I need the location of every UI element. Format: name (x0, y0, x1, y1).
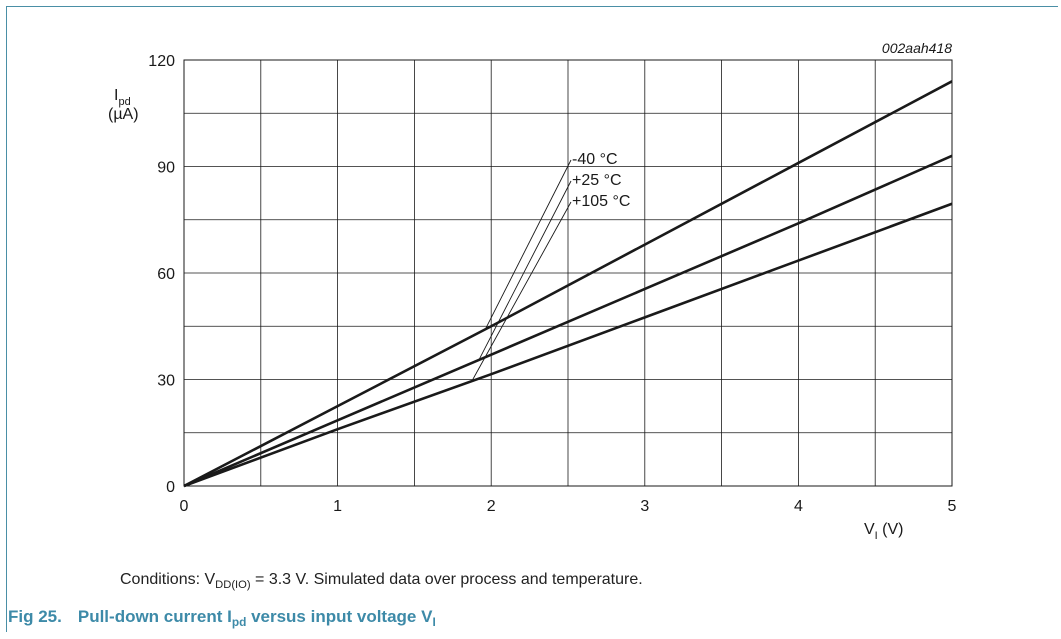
figure-caption: Fig 25. Pull-down current Ipd versus inpu… (8, 607, 436, 627)
x-tick-label: 0 (180, 498, 189, 515)
y-axis-unit: (µA) (108, 106, 139, 123)
y-tick-label: 30 (157, 373, 175, 390)
conditions-note: Conditions: VDD(IO) = 3.3 V. Simulated d… (120, 571, 643, 589)
x-tick-label: 1 (333, 498, 342, 515)
x-tick-label: 4 (794, 498, 803, 515)
series-label: +25 °C (572, 172, 622, 189)
y-tick-label: 120 (148, 53, 175, 70)
callout-leader (479, 181, 571, 360)
x-tick-label: 2 (487, 498, 496, 515)
y-tick-label: 0 (166, 479, 175, 496)
figure-id: 002aah418 (882, 40, 952, 56)
chart-grid (184, 60, 952, 486)
series-label: +105 °C (572, 193, 630, 210)
y-tick-label: 90 (157, 160, 175, 177)
chart-svg: -40 °C +25 °C +105 °C 0 1 2 3 4 5 0 30 60 90 120 002… (0, 0, 1061, 600)
series-label: -40 °C (572, 151, 618, 168)
x-tick-label: 3 (640, 498, 649, 515)
x-tick-label: 5 (948, 498, 957, 515)
x-axis-label: VI (V) (864, 521, 904, 542)
callout-leader (485, 160, 571, 330)
y-axis-label: Ipd (114, 87, 131, 108)
chart-tick-labels: 0 1 2 3 4 5 0 30 60 90 120 (148, 53, 956, 515)
y-tick-label: 60 (157, 266, 175, 283)
